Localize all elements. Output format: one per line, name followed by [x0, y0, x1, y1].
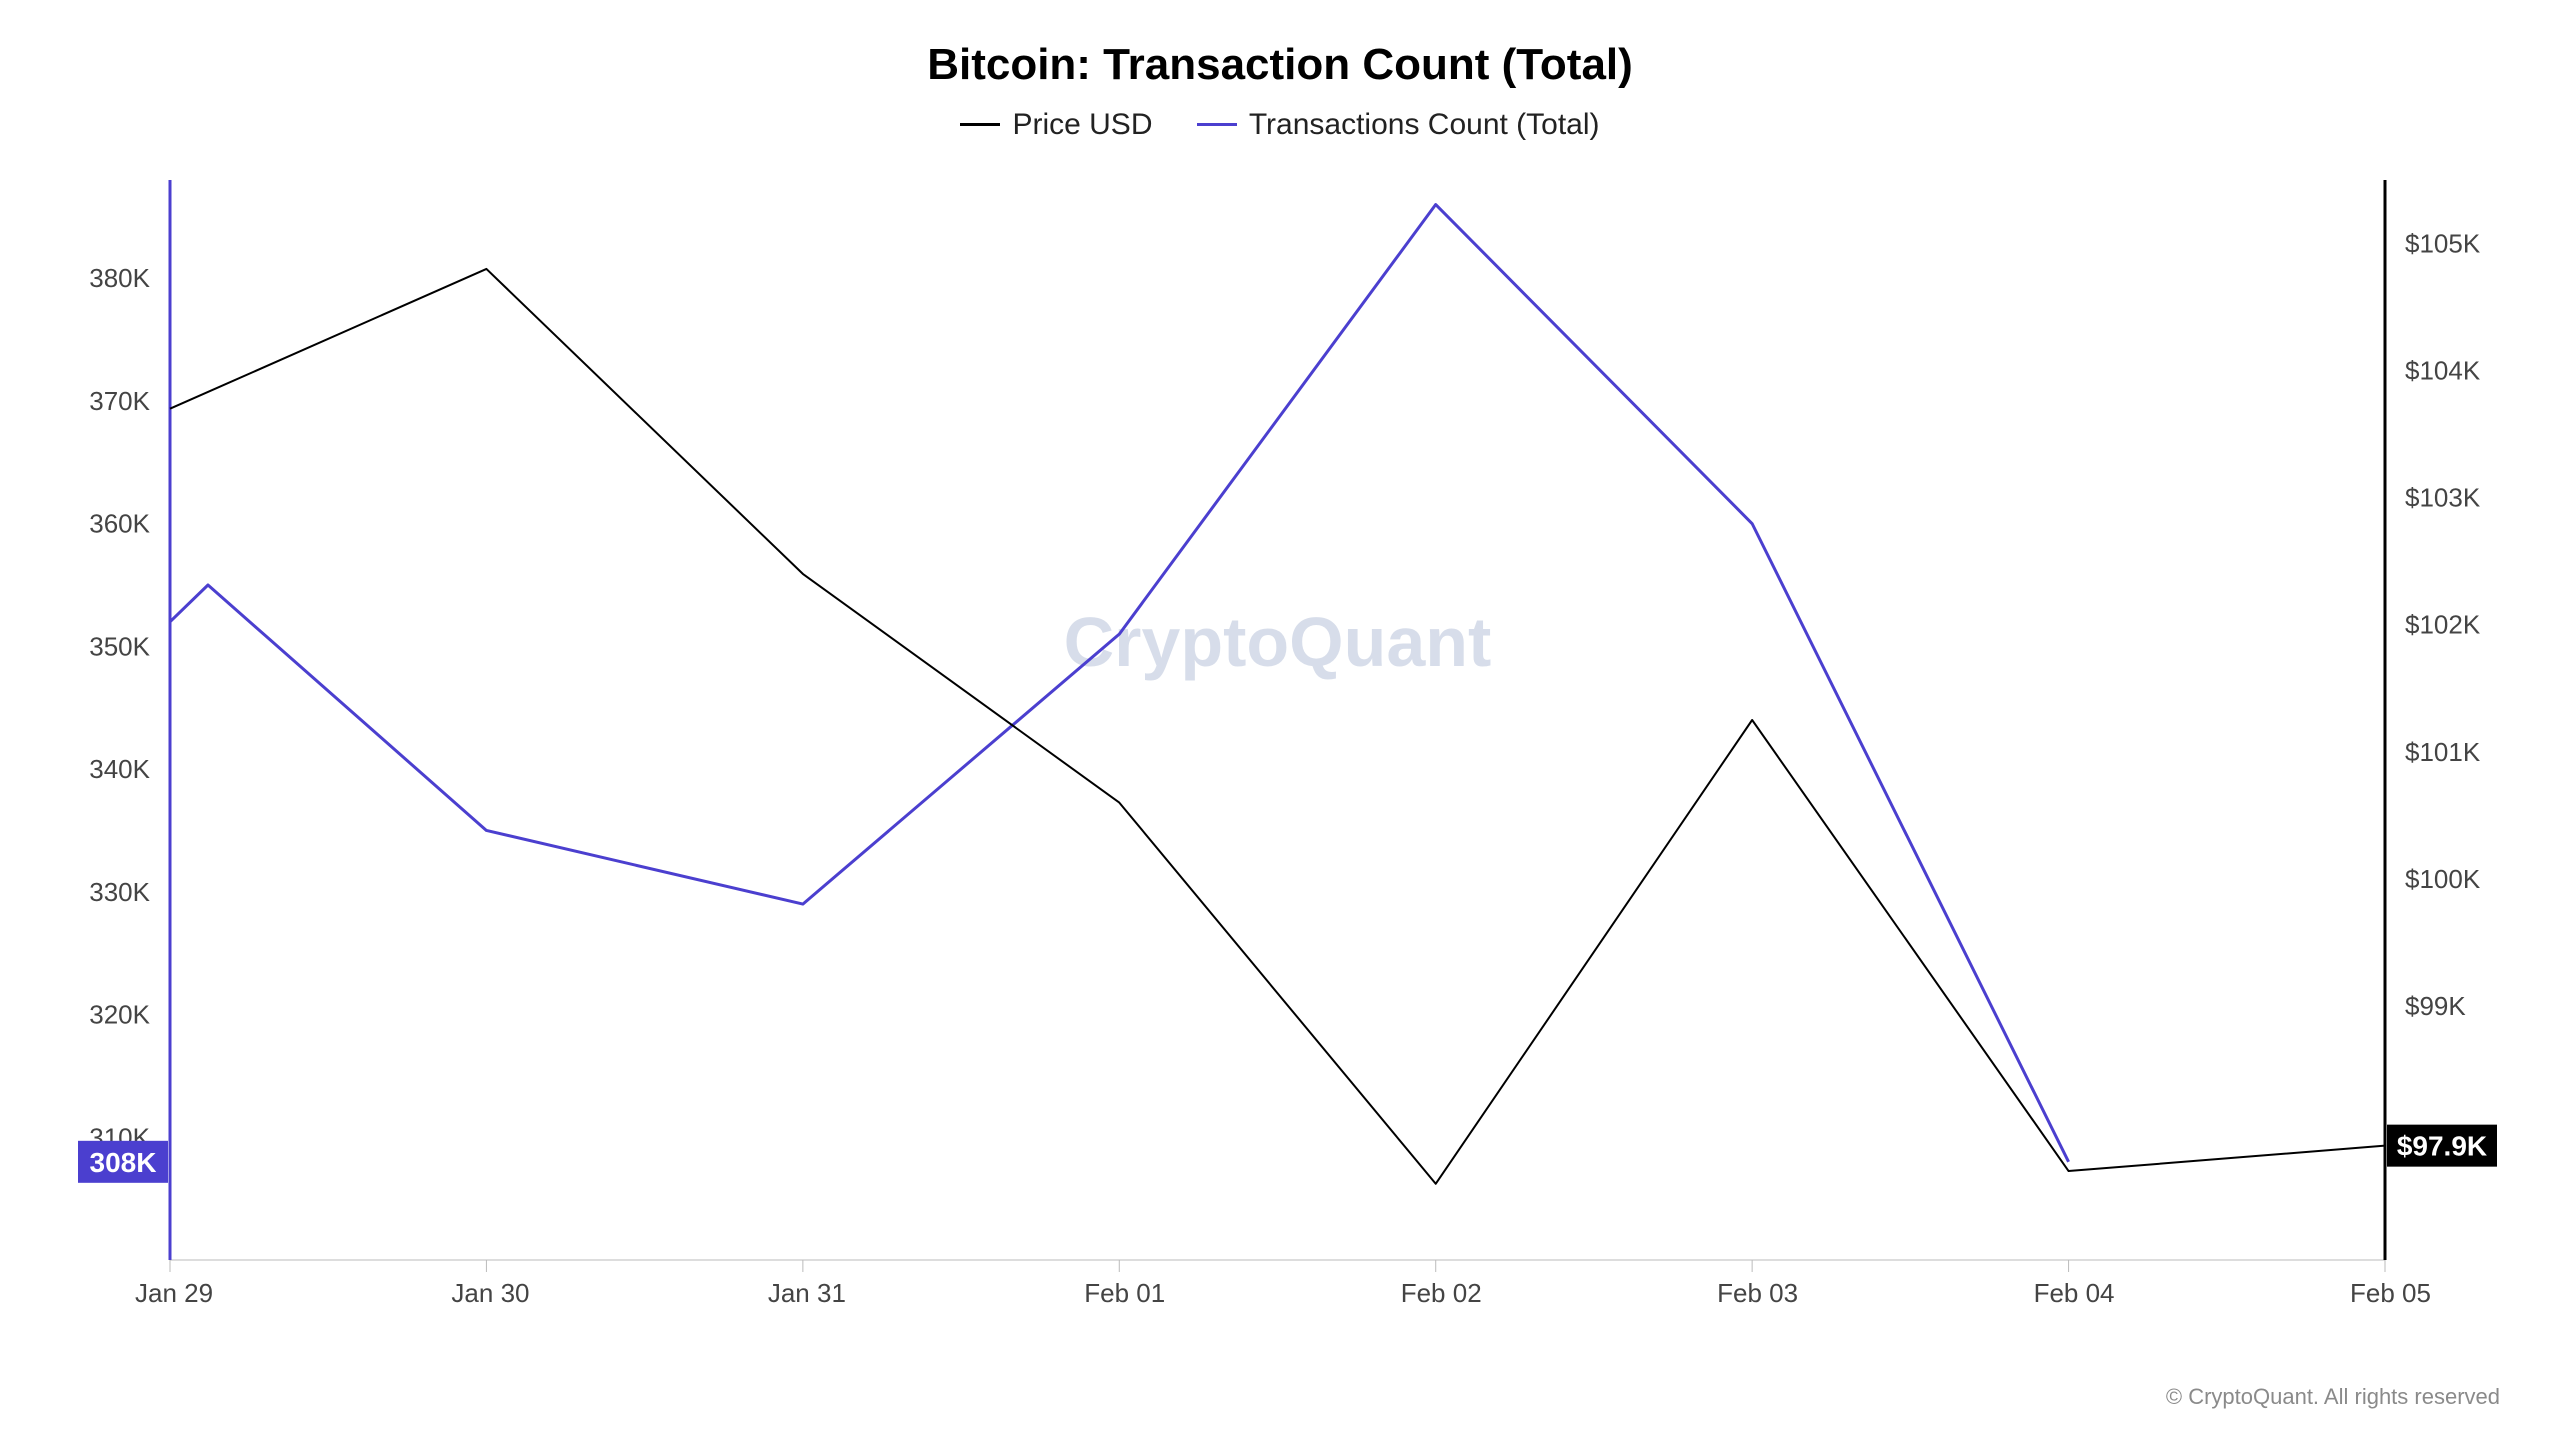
left-tick-label: 340K — [89, 754, 150, 784]
left-tick-label: 360K — [89, 509, 150, 539]
legend-item-tx: Transactions Count (Total) — [1197, 108, 1600, 142]
plot-area: CryptoQuant Jan 29 Jan 30 Jan 31 Feb 01 Feb 0… — [60, 180, 2500, 1340]
x-tick-label: Jan 30 — [451, 1278, 529, 1308]
legend-swatch-tx — [1197, 123, 1237, 126]
x-tick-label: Feb 04 — [2034, 1278, 2115, 1308]
legend-label-tx: Transactions Count (Total) — [1249, 108, 1600, 142]
attribution: © CryptoQuant. All rights reserved — [2166, 1384, 2500, 1410]
left-value-badge-text: 308K — [90, 1147, 157, 1178]
x-tick-label: Jan 31 — [768, 1278, 846, 1308]
left-tick-label: 330K — [89, 877, 150, 907]
right-tick-label: $104K — [2405, 356, 2481, 386]
left-tick-label: 350K — [89, 631, 150, 661]
left-tick-label: 370K — [89, 386, 150, 416]
right-tick-label: $100K — [2405, 864, 2481, 894]
x-tick-label: Feb 05 — [2350, 1278, 2431, 1308]
watermark: CryptoQuant — [1064, 603, 1492, 681]
right-tick-label: $102K — [2405, 610, 2481, 640]
legend: Price USD Transactions Count (Total) — [0, 100, 2560, 142]
right-value-badge-text: $97.9K — [2397, 1131, 2487, 1162]
right-tick-label: $101K — [2405, 737, 2481, 767]
chart-title: Bitcoin: Transaction Count (Total) — [0, 0, 2560, 90]
legend-label-price: Price USD — [1012, 108, 1152, 142]
x-tick-label: Feb 03 — [1717, 1278, 1798, 1308]
left-tick-label: 320K — [89, 1000, 150, 1030]
left-tick-label: 380K — [89, 263, 150, 293]
x-tick-label: Jan 29 — [135, 1278, 213, 1308]
x-tick-label: Feb 01 — [1084, 1278, 1165, 1308]
right-tick-label: $103K — [2405, 483, 2481, 513]
x-tick-label: Feb 02 — [1401, 1278, 1482, 1308]
right-tick-label: $105K — [2405, 229, 2481, 259]
chart-svg: CryptoQuant Jan 29 Jan 30 Jan 31 Feb 01 Feb 0… — [60, 180, 2500, 1340]
legend-item-price: Price USD — [960, 108, 1152, 142]
right-tick-label: $99K — [2405, 991, 2466, 1021]
legend-swatch-price — [960, 123, 1000, 126]
